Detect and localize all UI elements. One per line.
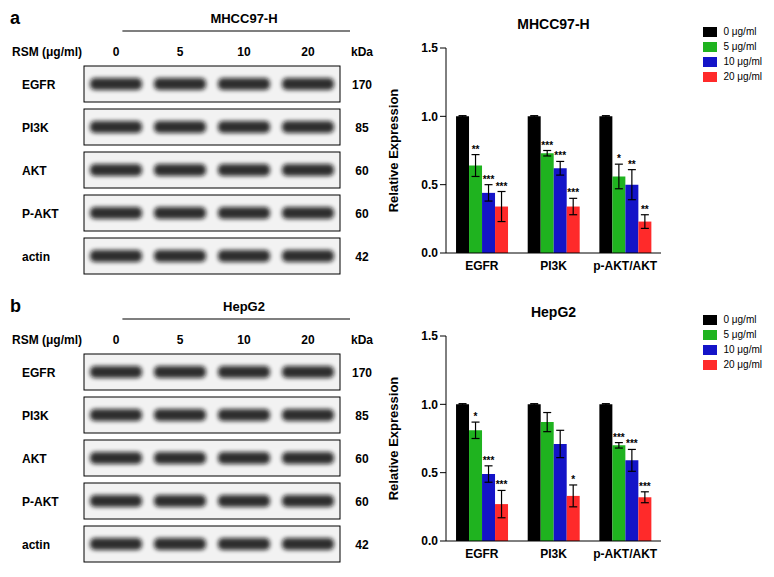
svg-text:***: *** xyxy=(567,187,579,198)
svg-text:MHCC97-H: MHCC97-H xyxy=(210,11,277,26)
svg-text:*: * xyxy=(617,153,621,164)
svg-text:60: 60 xyxy=(355,164,369,178)
svg-text:Relative Expression: Relative Expression xyxy=(386,89,401,213)
html-text:MHCC97-H: MHCC97-H xyxy=(517,16,590,32)
svg-text:85: 85 xyxy=(355,121,369,135)
svg-text:1.5: 1.5 xyxy=(421,329,438,343)
svg-text:***: *** xyxy=(639,481,651,492)
svg-text:*: * xyxy=(474,411,478,422)
svg-text:***: *** xyxy=(496,181,508,192)
svg-text:b: b xyxy=(10,296,21,316)
svg-text:Relative Expression: Relative Expression xyxy=(386,377,401,501)
html-text:5 μg/ml: 5 μg/ml xyxy=(723,329,757,340)
svg-text:10: 10 xyxy=(237,333,251,347)
svg-text:***: *** xyxy=(626,438,638,449)
html-text:10 μg/ml: 10 μg/ml xyxy=(723,56,762,67)
html-text:10 μg/ml: 10 μg/ml xyxy=(723,344,762,355)
svg-text:kDa: kDa xyxy=(351,333,373,347)
svg-text:1.0: 1.0 xyxy=(421,398,438,412)
svg-text:actin: actin xyxy=(22,538,50,552)
svg-text:AKT: AKT xyxy=(22,452,47,466)
html-text:20 μg/ml: 20 μg/ml xyxy=(723,359,762,370)
html-text:5 μg/ml: 5 μg/ml xyxy=(723,41,757,52)
svg-text:EGFR: EGFR xyxy=(465,547,499,561)
svg-text:60: 60 xyxy=(355,207,369,221)
svg-text:**: ** xyxy=(641,204,649,215)
html-text:0 μg/ml: 0 μg/ml xyxy=(723,314,757,325)
svg-text:**: ** xyxy=(472,144,480,155)
svg-text:0.5: 0.5 xyxy=(421,466,438,480)
svg-text:0: 0 xyxy=(113,333,120,347)
svg-text:***: *** xyxy=(613,432,625,443)
html-text:HepG2: HepG2 xyxy=(530,304,577,320)
svg-text:p-AKT/AKT: p-AKT/AKT xyxy=(593,259,658,273)
svg-text:60: 60 xyxy=(355,452,369,466)
svg-text:AKT: AKT xyxy=(22,164,47,178)
svg-text:5: 5 xyxy=(177,45,184,59)
svg-text:42: 42 xyxy=(355,538,369,552)
svg-text:1.0: 1.0 xyxy=(421,110,438,124)
html-text:20 μg/ml: 20 μg/ml xyxy=(723,71,762,82)
svg-text:0: 0 xyxy=(113,45,120,59)
svg-text:60: 60 xyxy=(355,495,369,509)
svg-text:10: 10 xyxy=(237,45,251,59)
svg-text:PI3K: PI3K xyxy=(22,409,49,423)
svg-text:kDa: kDa xyxy=(351,45,373,59)
svg-text:***: *** xyxy=(496,479,508,490)
svg-text:170: 170 xyxy=(352,78,372,92)
svg-text:0.0: 0.0 xyxy=(421,534,438,548)
svg-text:20: 20 xyxy=(301,333,315,347)
svg-text:PI3K: PI3K xyxy=(540,547,567,561)
svg-text:p-AKT/AKT: p-AKT/AKT xyxy=(593,547,658,561)
svg-text:*: * xyxy=(571,474,575,485)
svg-text:PI3K: PI3K xyxy=(540,259,567,273)
svg-text:85: 85 xyxy=(355,409,369,423)
svg-text:***: *** xyxy=(483,455,495,466)
svg-text:EGFR: EGFR xyxy=(22,78,56,92)
svg-text:HepG2: HepG2 xyxy=(223,299,265,314)
svg-text:P-AKT: P-AKT xyxy=(22,207,59,221)
svg-text:***: *** xyxy=(554,150,566,161)
svg-text:20: 20 xyxy=(301,45,315,59)
svg-text:PI3K: PI3K xyxy=(22,121,49,135)
svg-text:EGFR: EGFR xyxy=(22,366,56,380)
svg-text:0.5: 0.5 xyxy=(421,178,438,192)
svg-text:42: 42 xyxy=(355,250,369,264)
svg-text:a: a xyxy=(10,8,21,28)
svg-text:170: 170 xyxy=(352,366,372,380)
svg-text:***: *** xyxy=(541,140,553,151)
svg-text:0.0: 0.0 xyxy=(421,246,438,260)
html-text:0 μg/ml: 0 μg/ml xyxy=(723,26,757,37)
svg-text:***: *** xyxy=(483,174,495,185)
svg-text:P-AKT: P-AKT xyxy=(22,495,59,509)
svg-text:1.5: 1.5 xyxy=(421,41,438,55)
svg-text:RSM (μg/ml): RSM (μg/ml) xyxy=(12,333,82,347)
svg-text:EGFR: EGFR xyxy=(465,259,499,273)
svg-text:5: 5 xyxy=(177,333,184,347)
svg-text:RSM (μg/ml): RSM (μg/ml) xyxy=(12,45,82,59)
svg-text:actin: actin xyxy=(22,250,50,264)
svg-text:**: ** xyxy=(628,159,636,170)
